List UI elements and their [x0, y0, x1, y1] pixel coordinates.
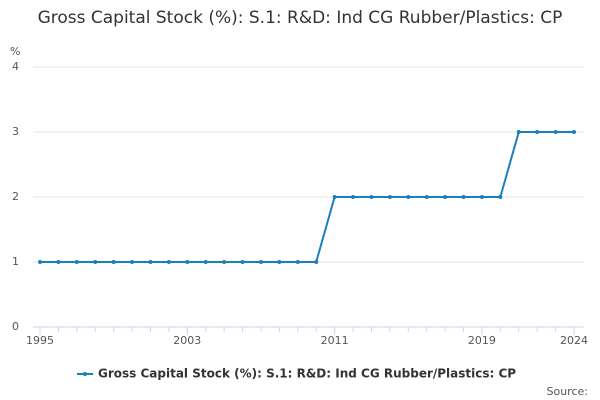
point — [38, 260, 42, 264]
point — [461, 195, 466, 199]
y-tick-label: 2 — [12, 190, 19, 203]
x-tick-label: 1995 — [26, 334, 54, 347]
point — [498, 195, 503, 199]
x-tick-label: 2011 — [321, 334, 349, 347]
point — [516, 130, 521, 134]
point — [130, 260, 135, 264]
source: Source: — [547, 385, 589, 398]
point — [387, 195, 392, 199]
y-axis-label: % — [10, 45, 20, 58]
point — [535, 130, 540, 134]
point — [185, 260, 190, 264]
point — [406, 195, 411, 199]
point — [479, 195, 484, 199]
point — [258, 260, 263, 264]
point — [203, 260, 208, 264]
x-tick-label: 2003 — [173, 334, 201, 347]
point — [166, 260, 171, 264]
y-tick-label: 0 — [12, 320, 19, 333]
point — [443, 195, 448, 199]
chart-title: Gross Capital Stock (%): S.1: R&D: Ind C… — [37, 8, 563, 28]
point — [332, 195, 337, 199]
y-tick-label: 4 — [12, 60, 19, 73]
legend-label: Gross Capital Stock (%): S.1: R&D: Ind C… — [98, 367, 516, 381]
point — [240, 260, 245, 264]
point — [148, 260, 153, 264]
point — [369, 195, 374, 199]
point — [572, 130, 576, 134]
point — [56, 260, 61, 264]
point — [553, 130, 558, 134]
point — [424, 195, 429, 199]
point — [351, 195, 356, 199]
point — [222, 260, 227, 264]
y-tick-label: 1 — [12, 255, 19, 268]
x-tick-label: 2024 — [560, 334, 588, 347]
point — [74, 260, 79, 264]
point — [277, 260, 282, 264]
point — [295, 260, 300, 264]
line — [40, 131, 574, 263]
point — [111, 260, 116, 264]
x-tick-label: 2019 — [468, 334, 496, 347]
point — [314, 260, 319, 264]
y-tick-label: 3 — [12, 125, 19, 138]
legend-marker — [83, 372, 87, 376]
point — [93, 260, 98, 264]
